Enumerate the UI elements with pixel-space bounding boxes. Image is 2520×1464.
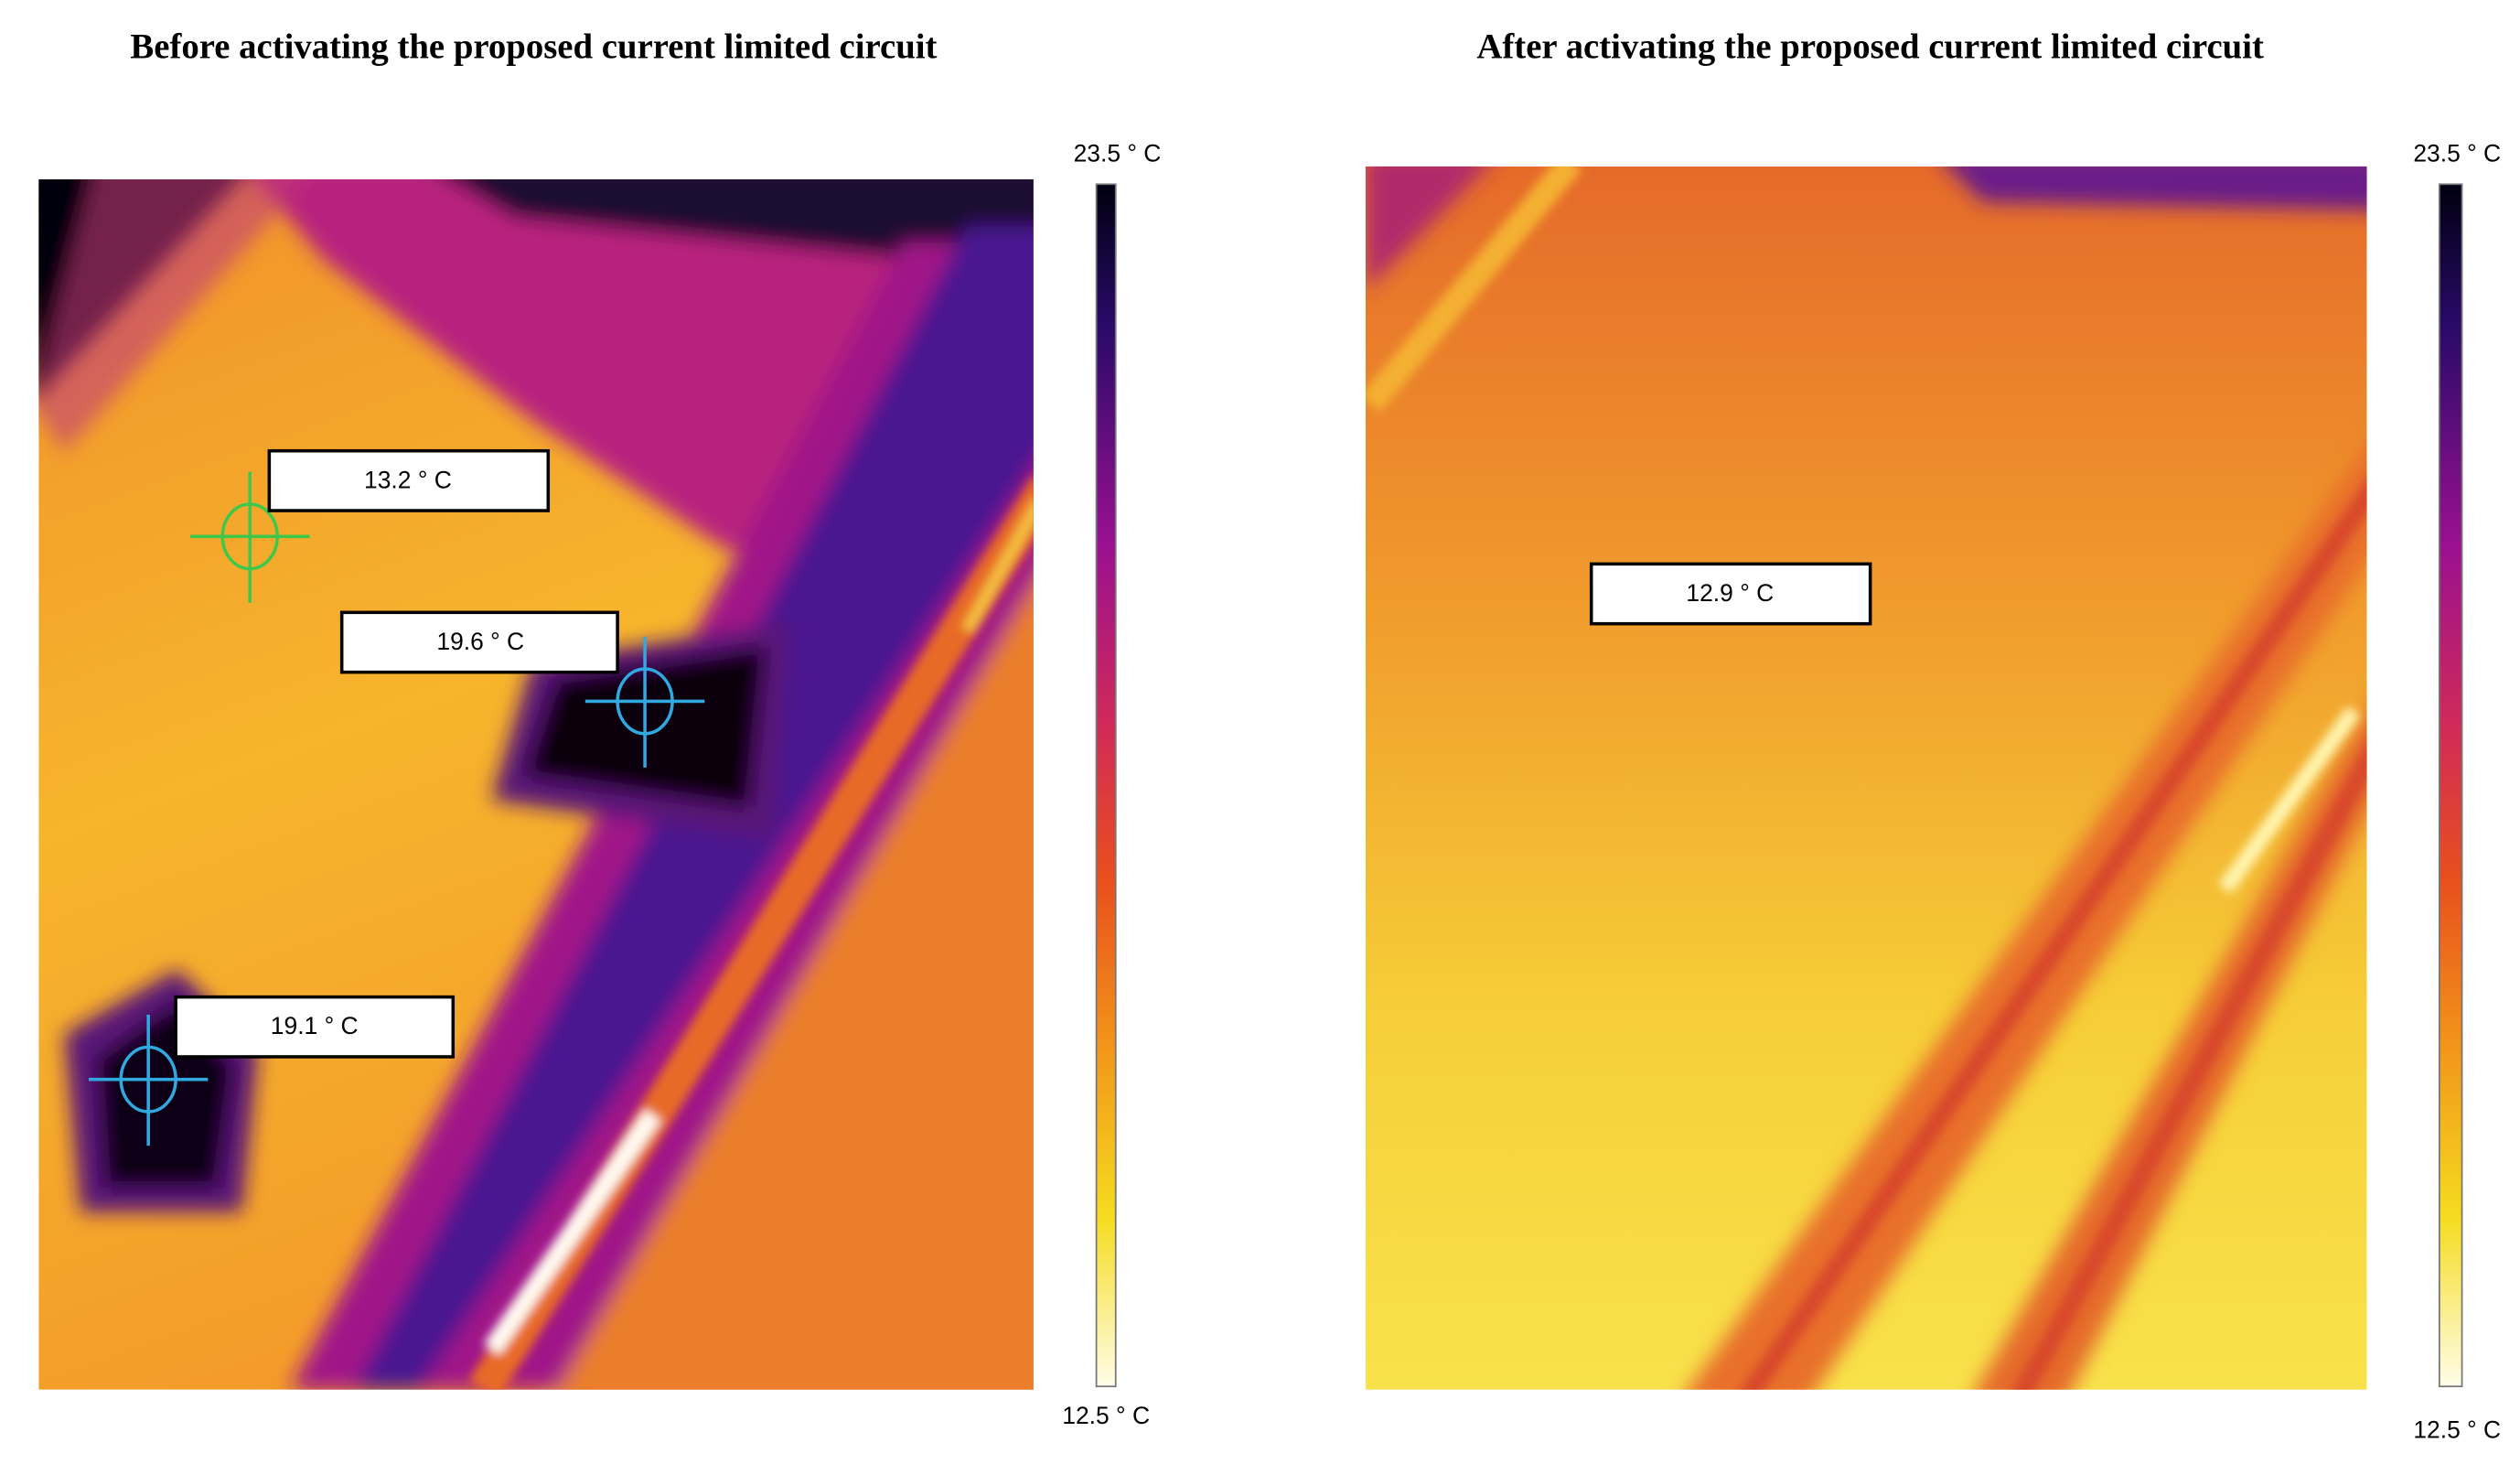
colorbar-min: 12.5 ° C bbox=[2413, 1416, 2501, 1444]
crosshair bbox=[584, 636, 705, 768]
spot-label: 19.6 ° C bbox=[436, 628, 524, 655]
thermal-image bbox=[38, 179, 1034, 1390]
colorbar bbox=[2438, 183, 2463, 1388]
panel-title: Before activating the proposed current l… bbox=[130, 27, 937, 67]
spot-box bbox=[174, 995, 456, 1059]
thermal-image bbox=[1365, 166, 2367, 1390]
colorbar-min: 12.5 ° C bbox=[1062, 1402, 1150, 1429]
spot-label: 12.9 ° C bbox=[1686, 579, 1774, 607]
colorbar-max: 23.5 ° C bbox=[2413, 140, 2501, 167]
spot-label: 19.1 ° C bbox=[271, 1012, 359, 1039]
spot-label: 13.2 ° C bbox=[364, 466, 452, 493]
colorbar-max: 23.5 ° C bbox=[1074, 140, 1162, 167]
crosshair bbox=[88, 1015, 209, 1146]
colorbar bbox=[1095, 183, 1117, 1388]
spot-box bbox=[267, 448, 551, 512]
panel-title: After activating the proposed current li… bbox=[1476, 27, 2264, 67]
crosshair bbox=[189, 471, 310, 603]
spot-box bbox=[1589, 562, 1872, 626]
spot-box bbox=[339, 610, 619, 674]
